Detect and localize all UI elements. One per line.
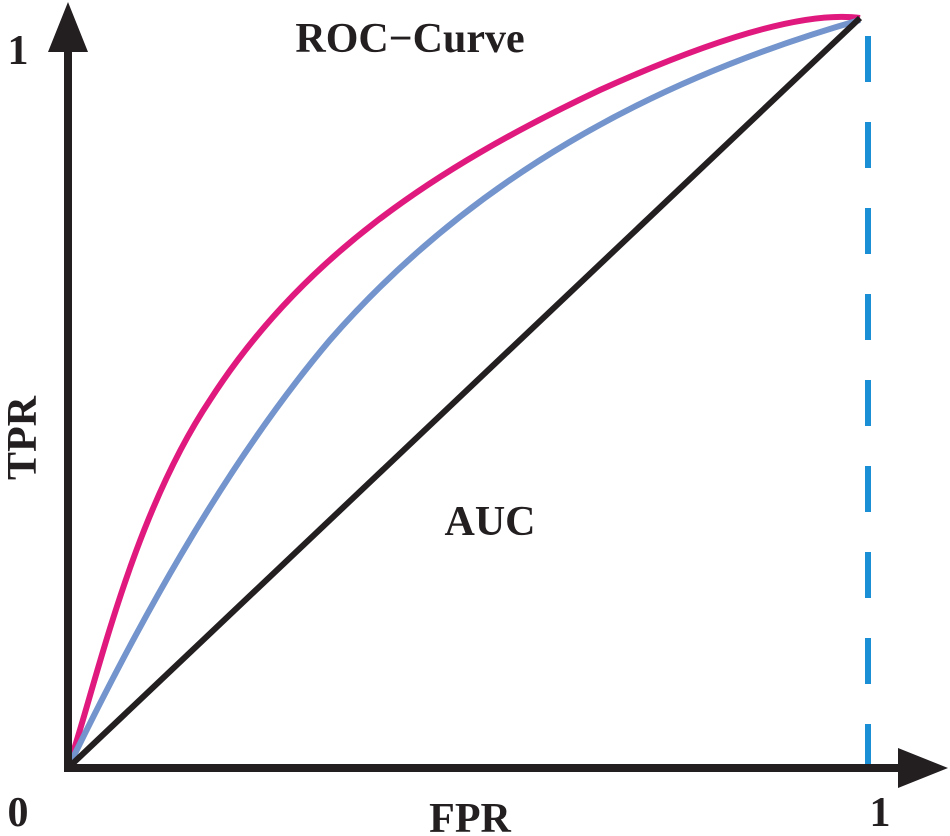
x-axis-label: FPR <box>429 796 511 836</box>
y-max-label: 1 <box>8 28 29 74</box>
origin-label: 0 <box>8 790 29 836</box>
title: ROC−Curve <box>295 16 524 62</box>
area-label: AUC <box>445 499 536 545</box>
x-max-label: 1 <box>870 790 891 836</box>
roc-curve-high <box>65 13 861 769</box>
roc-curve-mid <box>65 17 861 770</box>
x-axis-arrow <box>898 748 948 788</box>
y-axis-label: TPR <box>0 395 46 480</box>
y-axis-arrow <box>48 2 88 52</box>
random-diagonal <box>65 15 863 771</box>
